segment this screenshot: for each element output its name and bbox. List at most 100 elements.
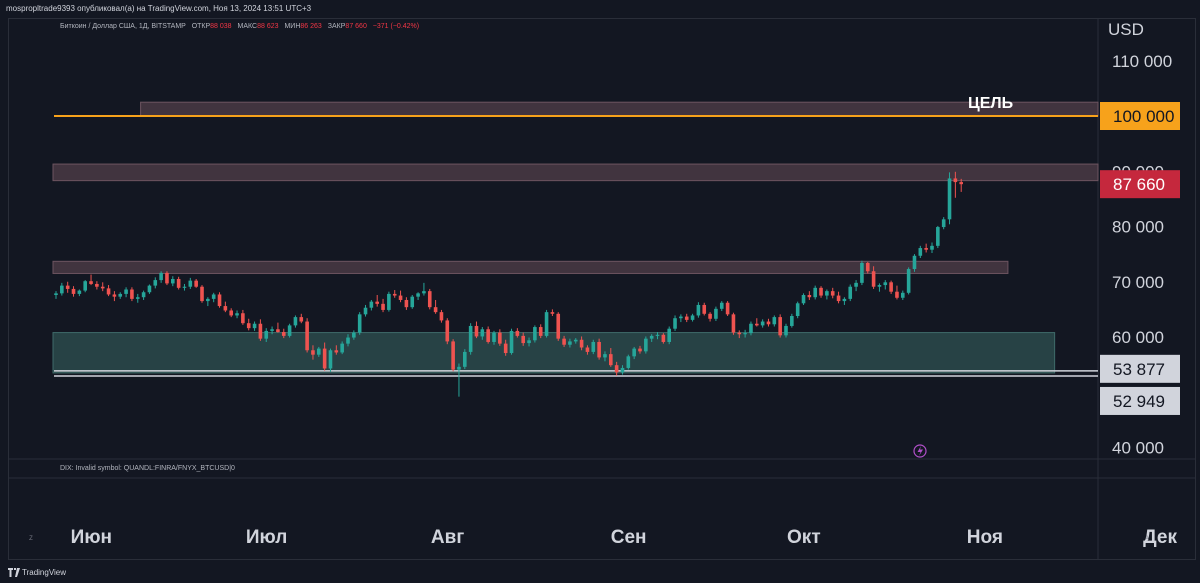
candle-body[interactable] bbox=[468, 325, 473, 352]
candle-body[interactable] bbox=[719, 302, 724, 309]
candle-body[interactable] bbox=[521, 335, 525, 344]
candle-body[interactable] bbox=[223, 306, 228, 311]
candle-body[interactable] bbox=[363, 307, 368, 315]
candle-body[interactable] bbox=[77, 290, 82, 294]
candle-body[interactable] bbox=[626, 356, 631, 368]
candle-body[interactable] bbox=[550, 312, 555, 314]
candle-body[interactable] bbox=[620, 367, 625, 373]
candle-body[interactable] bbox=[147, 285, 152, 293]
candle-body[interactable] bbox=[422, 291, 426, 294]
candle-body[interactable] bbox=[918, 248, 923, 256]
candle-body[interactable] bbox=[708, 313, 712, 319]
lightning-icon[interactable] bbox=[913, 444, 927, 458]
candle-body[interactable] bbox=[959, 182, 963, 185]
candle-body[interactable] bbox=[159, 272, 163, 281]
candle-body[interactable] bbox=[649, 335, 654, 339]
candle-body[interactable] bbox=[498, 332, 502, 344]
candle-body[interactable] bbox=[130, 289, 134, 299]
candle-body[interactable] bbox=[801, 295, 806, 304]
candle-body[interactable] bbox=[317, 348, 321, 355]
candle-body[interactable] bbox=[725, 302, 730, 315]
candle-body[interactable] bbox=[795, 303, 800, 317]
candle-body[interactable] bbox=[322, 348, 327, 369]
candle-body[interactable] bbox=[760, 321, 765, 326]
candle-body[interactable] bbox=[784, 325, 788, 336]
candle-body[interactable] bbox=[597, 341, 601, 358]
candle-body[interactable] bbox=[293, 317, 298, 326]
candle-body[interactable] bbox=[352, 332, 356, 338]
candle-body[interactable] bbox=[936, 227, 940, 246]
candle-body[interactable] bbox=[182, 286, 187, 288]
candle-body[interactable] bbox=[538, 327, 543, 336]
candle-body[interactable] bbox=[556, 313, 561, 339]
candle-body[interactable] bbox=[264, 330, 269, 339]
candle-body[interactable] bbox=[486, 329, 490, 342]
candle-body[interactable] bbox=[889, 282, 893, 292]
candle-body[interactable] bbox=[305, 321, 309, 351]
candle-body[interactable] bbox=[451, 341, 455, 370]
candle-body[interactable] bbox=[673, 318, 677, 329]
candle-body[interactable] bbox=[819, 287, 823, 296]
candle-body[interactable] bbox=[416, 293, 420, 297]
candle-body[interactable] bbox=[369, 301, 374, 308]
candle-body[interactable] bbox=[246, 323, 251, 329]
candle-body[interactable] bbox=[387, 293, 391, 310]
candle-body[interactable] bbox=[299, 317, 304, 322]
candle-body[interactable] bbox=[229, 310, 233, 316]
candle-body[interactable] bbox=[463, 351, 467, 367]
candle-body[interactable] bbox=[252, 323, 257, 329]
candle-body[interactable] bbox=[953, 178, 958, 183]
candle-body[interactable] bbox=[515, 330, 520, 336]
candle-body[interactable] bbox=[100, 286, 105, 289]
candle-body[interactable] bbox=[743, 333, 747, 335]
auto-scale-left-button[interactable]: Z bbox=[29, 536, 33, 542]
candle-body[interactable] bbox=[241, 313, 245, 324]
candle-body[interactable] bbox=[346, 337, 350, 344]
candle-body[interactable] bbox=[54, 293, 58, 296]
candle-body[interactable] bbox=[153, 280, 158, 286]
candle-body[interactable] bbox=[71, 288, 76, 294]
candle-body[interactable] bbox=[527, 340, 531, 344]
candle-body[interactable] bbox=[141, 292, 146, 298]
candle-body[interactable] bbox=[947, 178, 952, 220]
candle-body[interactable] bbox=[860, 262, 864, 283]
candle-body[interactable] bbox=[749, 323, 753, 334]
candle-body[interactable] bbox=[176, 278, 181, 288]
candle-body[interactable] bbox=[480, 329, 485, 337]
candle-body[interactable] bbox=[930, 245, 934, 250]
candle-body[interactable] bbox=[106, 288, 111, 295]
candle-body[interactable] bbox=[807, 295, 812, 298]
candle-body[interactable] bbox=[614, 365, 619, 373]
candle-body[interactable] bbox=[871, 271, 876, 287]
candle-body[interactable] bbox=[854, 282, 858, 287]
candle-body[interactable] bbox=[632, 348, 636, 357]
candle-body[interactable] bbox=[503, 343, 508, 354]
candle-body[interactable] bbox=[696, 304, 701, 316]
candle-body[interactable] bbox=[766, 321, 771, 325]
candle-body[interactable] bbox=[83, 281, 87, 291]
candle-body[interactable] bbox=[118, 293, 123, 297]
candle-body[interactable] bbox=[398, 295, 403, 300]
candle-body[interactable] bbox=[474, 325, 479, 337]
candle-body[interactable] bbox=[60, 285, 64, 294]
candle-body[interactable] bbox=[591, 341, 596, 352]
candle-body[interactable] bbox=[135, 297, 140, 299]
candle-body[interactable] bbox=[270, 329, 274, 331]
candle-body[interactable] bbox=[281, 332, 286, 336]
candle-body[interactable] bbox=[573, 339, 578, 342]
candle-body[interactable] bbox=[737, 332, 742, 335]
candle-body[interactable] bbox=[901, 292, 905, 298]
candle-body[interactable] bbox=[714, 308, 718, 319]
candle-body[interactable] bbox=[603, 354, 607, 358]
candle-body[interactable] bbox=[188, 280, 193, 287]
candle-body[interactable] bbox=[924, 248, 928, 250]
candle-body[interactable] bbox=[865, 262, 870, 272]
candle-body[interactable] bbox=[684, 316, 689, 320]
candle-body[interactable] bbox=[276, 329, 280, 333]
candle-body[interactable] bbox=[644, 338, 648, 352]
candle-body[interactable] bbox=[655, 334, 660, 336]
candle-body[interactable] bbox=[194, 280, 198, 287]
candle-body[interactable] bbox=[638, 348, 642, 352]
candle-body[interactable] bbox=[433, 307, 438, 313]
